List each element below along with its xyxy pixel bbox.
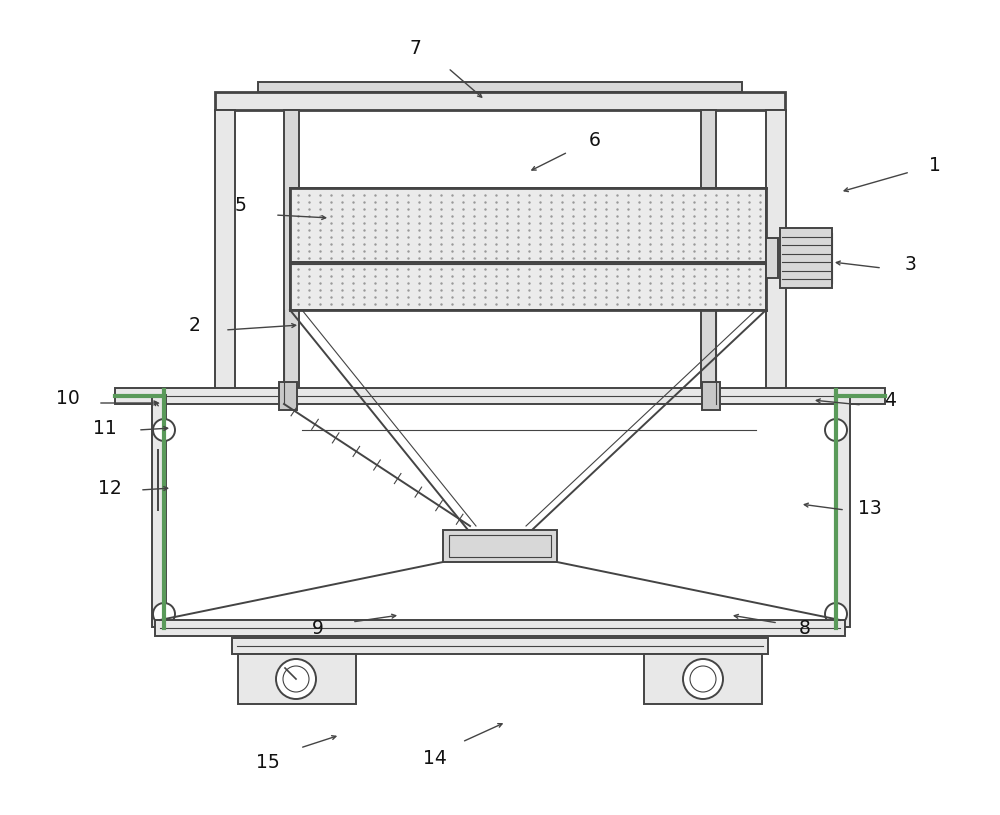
Bar [215, 92, 785, 110]
Bar [279, 382, 297, 410]
Bar [836, 395, 850, 627]
Circle shape [276, 659, 316, 699]
Bar [290, 188, 766, 262]
Text: 12: 12 [98, 478, 122, 497]
Circle shape [690, 666, 716, 692]
Bar [644, 654, 762, 704]
Bar [766, 238, 778, 278]
Text: 8: 8 [799, 619, 811, 637]
Text: 7: 7 [409, 38, 421, 58]
Bar [232, 638, 768, 654]
Bar [155, 620, 845, 636]
Text: 4: 4 [884, 390, 896, 409]
Bar [238, 654, 356, 704]
Bar [443, 530, 557, 562]
Circle shape [153, 603, 175, 625]
Text: 14: 14 [423, 748, 447, 768]
Text: 2: 2 [189, 315, 201, 334]
Bar [290, 264, 766, 310]
Text: 1: 1 [929, 156, 941, 174]
Text: 5: 5 [234, 196, 246, 214]
Text: 9: 9 [312, 619, 324, 637]
Bar [215, 110, 235, 395]
Bar [115, 388, 885, 404]
Bar [449, 535, 551, 557]
Bar [284, 110, 299, 395]
Circle shape [283, 666, 309, 692]
Circle shape [683, 659, 723, 699]
Text: 13: 13 [858, 499, 882, 518]
Bar [258, 82, 742, 92]
Bar [702, 382, 720, 410]
Bar [766, 110, 786, 395]
Bar [152, 395, 166, 627]
Text: 11: 11 [93, 418, 117, 438]
Bar [701, 110, 716, 395]
Text: 10: 10 [56, 389, 80, 408]
Circle shape [825, 419, 847, 441]
Bar [780, 228, 832, 288]
Text: 15: 15 [256, 752, 280, 772]
Text: 3: 3 [904, 255, 916, 275]
Text: 6: 6 [589, 130, 601, 149]
Circle shape [153, 419, 175, 441]
Circle shape [825, 603, 847, 625]
